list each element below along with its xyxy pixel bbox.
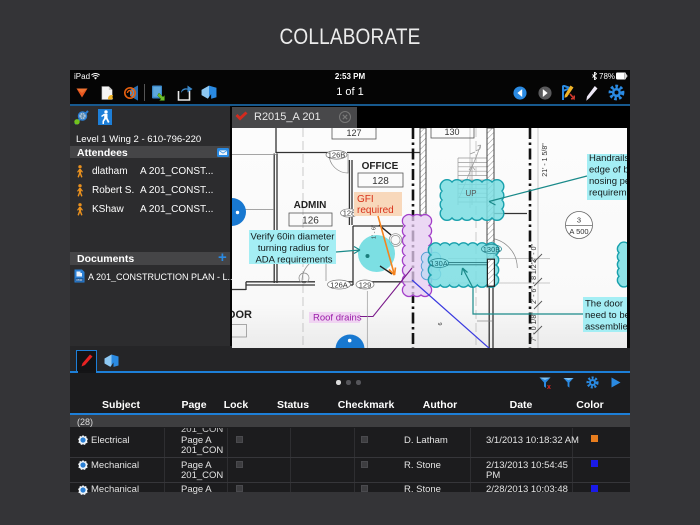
svg-text:126B: 126B [328,151,346,160]
svg-text:128: 128 [372,176,389,187]
svg-text:21' - 1 5/8": 21' - 1 5/8" [542,143,549,177]
svg-text:edge of b: edge of b [589,165,627,176]
svg-text:130B: 130B [483,245,501,254]
svg-text:2' - 6" - 8 1/2'3" - 0": 2' - 6" - 8 1/2'3" - 0" [531,244,538,304]
svg-text:Roof drains: Roof drains [313,313,362,324]
svg-text:requirem: requirem [589,188,627,199]
svg-text:1' - 6": 1' - 6" [372,225,378,239]
svg-text:127: 127 [346,128,361,138]
svg-text:128: 128 [343,209,356,218]
svg-text:130A: 130A [430,259,448,268]
svg-text:ADA requirements: ADA requirements [255,255,332,266]
svg-text:3: 3 [577,216,581,225]
svg-text:Verify 60in diameter: Verify 60in diameter [251,232,335,243]
svg-text:PDF: PDF [77,278,83,282]
svg-text:Handrails: Handrails [589,153,627,164]
svg-text:7' - 0 1/8": 7' - 0 1/8" [531,312,538,342]
svg-text:The door: The door [585,299,623,310]
svg-text:required: required [357,205,394,216]
svg-text:GFI: GFI [357,194,374,205]
svg-text:A 500: A 500 [569,227,588,236]
svg-text:129: 129 [359,280,372,289]
svg-text:ADMIN: ADMIN [294,200,327,211]
svg-text:need to be: need to be [585,310,627,321]
svg-text:nosing pe: nosing pe [589,176,627,187]
svg-text:130: 130 [444,128,459,137]
svg-text:DOR: DOR [232,309,252,321]
svg-text:126: 126 [302,216,319,227]
svg-text:x: x [547,384,551,389]
svg-text:OFFICE: OFFICE [362,161,399,172]
svg-text:turning radius for: turning radius for [258,243,329,254]
svg-text:6: 6 [438,322,444,325]
svg-text:assemblie: assemblie [585,322,627,333]
svg-text:126A: 126A [330,280,348,289]
svg-text:UP: UP [465,189,476,198]
